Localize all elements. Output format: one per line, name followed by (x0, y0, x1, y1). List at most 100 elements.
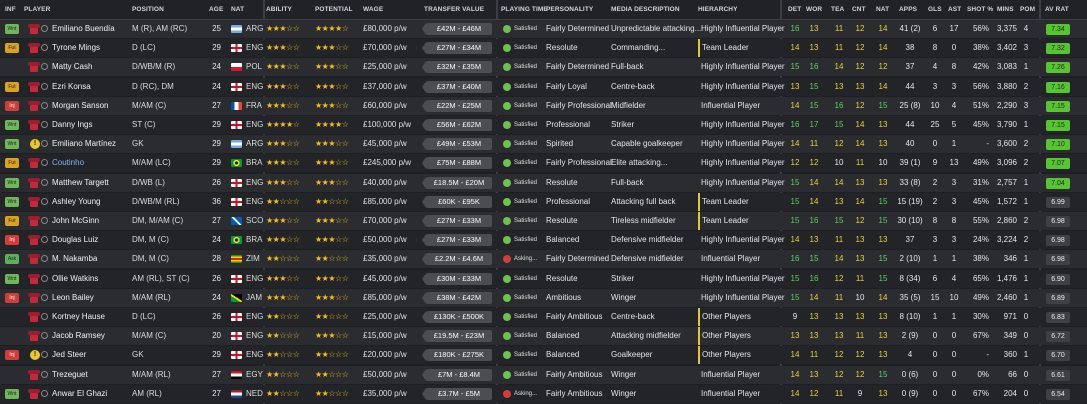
transfer-value-tag[interactable]: £27M - £34M (422, 42, 492, 55)
col-nat[interactable]: NAT (231, 6, 245, 13)
table-row[interactable]: Matty Cash D/WB/M (R) 24 POL ★★★☆☆ ★★★☆☆ £25,0… (0, 58, 1087, 77)
info-badge[interactable]: Wnt (5, 196, 19, 207)
transfer-value-tag[interactable]: £27M - £33M (422, 215, 492, 227)
table-row[interactable]: Fut Coutinho M/AM (LC) 29 BRA ★★★☆☆ ★★★☆☆ £245,… (0, 154, 1087, 173)
table-row[interactable]: Fut John McGinn DM, M/AM (C) 27 SCO ★★★☆☆ ★★★☆… (0, 212, 1087, 230)
player-name[interactable]: Danny Ings (52, 120, 93, 129)
warning-icon[interactable]: ! (30, 139, 40, 150)
col-ast[interactable]: AST (948, 6, 962, 13)
table-row[interactable]: Wnt Ashley Young D/WB/M (RL) 36 ENG ★★☆☆☆ ★★☆☆… (0, 192, 1087, 211)
transfer-value-tag[interactable]: £42M - £46M (422, 23, 492, 35)
compare-icon[interactable] (41, 121, 48, 128)
compare-icon[interactable] (41, 178, 48, 186)
col-position[interactable]: POSITION (132, 6, 164, 13)
col-det[interactable]: DET (788, 6, 802, 13)
transfer-value-tag[interactable]: £7M - £8.4M (422, 368, 492, 381)
col-apps[interactable]: APPS (899, 6, 918, 13)
col-age[interactable]: AGE (209, 6, 224, 13)
player-name[interactable]: Jacob Ramsey (52, 331, 105, 341)
compare-icon[interactable] (41, 101, 48, 109)
col-mins[interactable]: MINS (997, 6, 1014, 13)
table-row[interactable]: Jacob Ramsey M/AM (C) 20 ENG ★★☆☆☆ ★★★☆☆ £15,0… (0, 327, 1087, 346)
col-gls[interactable]: GLS (928, 6, 942, 13)
col-potential[interactable]: POTENTIAL (315, 6, 353, 13)
compare-icon[interactable] (41, 255, 48, 263)
col-personality[interactable]: PERSONALITY (546, 6, 594, 13)
table-row[interactable]: Wnt Emiliano Buendía M (R), AM (RC) 25 ARG ★★… (0, 20, 1087, 38)
col-pom[interactable]: POM (1020, 6, 1036, 13)
col-wor[interactable]: WOR (806, 6, 823, 13)
col-inf[interactable]: INF (5, 6, 16, 13)
table-row[interactable]: Inj Douglas Luiz DM, M (C) 24 BRA ★★★☆☆ ★★★☆☆ £… (0, 231, 1087, 250)
info-badge[interactable]: Fut (5, 43, 19, 54)
info-badge[interactable]: Ask (5, 254, 19, 265)
table-row[interactable]: Trezeguet M/AM (RL) 27 EGY ★★☆☆☆ ★★☆☆☆ £50,000… (0, 365, 1087, 384)
player-name[interactable]: Jed Steer (52, 350, 87, 360)
transfer-value-tag[interactable]: £130K - £500K (422, 311, 492, 323)
col-wage[interactable]: WAGE (363, 6, 384, 13)
col-transfer-value[interactable]: TRANSFER VALUE (424, 6, 485, 13)
player-name[interactable]: Leon Bailey (52, 292, 94, 302)
info-badge[interactable]: Wnt (5, 120, 19, 130)
transfer-value-tag[interactable]: £60K - £95K (422, 195, 492, 208)
col-nat-attr[interactable]: NAT (876, 6, 890, 13)
col-media-description[interactable]: MEDIA DESCRIPTION (611, 6, 680, 13)
transfer-value-tag[interactable]: £19.5M - £23M (422, 330, 492, 343)
player-name[interactable]: Ezri Konsa (52, 81, 91, 91)
table-row[interactable]: Inj Morgan Sanson M/AM (C) 27 FRA ★★★☆☆ ★★★☆☆ £… (0, 96, 1087, 115)
table-row[interactable]: Inj! Jed Steer GK 29 ENG ★★☆☆☆ ★★☆☆☆ £20,000 p/… (0, 346, 1087, 365)
compare-icon[interactable] (41, 236, 48, 244)
compare-icon[interactable] (41, 313, 48, 320)
info-badge[interactable]: Wnt (5, 273, 19, 284)
col-player[interactable]: PLAYER (24, 6, 51, 13)
compare-icon[interactable] (41, 44, 48, 52)
transfer-value-tag[interactable]: £37M - £40M (422, 80, 492, 93)
table-row[interactable]: Wnt Matthew Targett D/WB (L) 26 ENG ★★★☆☆ ★★★☆… (0, 173, 1087, 192)
player-name[interactable]: Kortney Hause (52, 312, 105, 321)
transfer-value-tag[interactable]: £32M - £35M (422, 61, 492, 74)
player-name[interactable]: Ashley Young (52, 196, 101, 206)
table-row[interactable]: Fut Tyrone Mings D (LC) 29 ENG ★★★☆☆ ★★★☆☆ £70,… (0, 39, 1087, 58)
transfer-value-tag[interactable]: £2.2M - £4.6M (422, 253, 492, 266)
table-row[interactable]: Wnt Ollie Watkins AM (RL), ST (C) 26 ENG ★★★☆… (0, 269, 1087, 288)
info-badge[interactable]: Wnt (5, 177, 19, 188)
player-name[interactable]: Matthew Targett (52, 177, 109, 187)
info-badge[interactable]: Fut (5, 216, 19, 226)
col-ability[interactable]: ABILITY (266, 6, 292, 13)
info-badge[interactable]: Inj (5, 235, 19, 246)
col-hierarchy[interactable]: HIERARCHY (698, 6, 738, 13)
info-badge[interactable]: Inj (5, 292, 19, 303)
table-row[interactable]: Inj Leon Bailey M/AM (RL) 24 JAM ★★★☆☆ ★★★☆☆ £8… (0, 288, 1087, 307)
info-badge[interactable]: Wnt (5, 388, 19, 399)
col-cnt[interactable]: CNT (852, 6, 866, 13)
transfer-value-tag[interactable]: £75M - £88M (422, 157, 492, 170)
transfer-value-tag[interactable]: £38M - £42M (422, 291, 492, 304)
compare-icon[interactable] (41, 63, 48, 71)
transfer-value-tag[interactable]: £27M - £33M (422, 234, 492, 247)
transfer-value-tag[interactable]: £3.7M - £5M (422, 387, 492, 400)
info-badge[interactable]: Inj (5, 100, 19, 111)
col-tea[interactable]: TEA (831, 6, 845, 13)
col-av-rat[interactable]: AV RAT (1045, 6, 1069, 13)
table-row[interactable]: Fut Ezri Konsa D (RC), DM 24 ENG ★★★☆☆ ★★★☆☆ £3… (0, 77, 1087, 96)
col-shot[interactable]: SHOT % (967, 6, 994, 13)
compare-icon[interactable] (41, 159, 48, 167)
compare-icon[interactable] (41, 25, 48, 32)
player-name[interactable]: Trezeguet (52, 369, 88, 379)
compare-icon[interactable] (41, 293, 48, 301)
compare-icon[interactable] (41, 332, 48, 340)
compare-icon[interactable] (41, 140, 48, 148)
table-row[interactable]: Wnt! Emiliano Martínez GK 29 ARG ★★★☆☆ ★★★☆☆ £4… (0, 135, 1087, 154)
player-name[interactable]: Coutinho (52, 158, 85, 168)
table-row[interactable]: Kortney Hause D (LC) 26 ENG ★★☆☆☆ ★★☆☆☆ £25,00… (0, 308, 1087, 326)
transfer-value-tag[interactable]: £56M - £62M (422, 119, 492, 131)
player-name[interactable]: Anwar El Ghazi (52, 388, 108, 398)
player-name[interactable]: Emiliano Buendía (52, 24, 115, 33)
col-playing-time[interactable]: PLAYING TIME (501, 6, 548, 13)
info-badge[interactable]: Fut (5, 158, 19, 169)
player-name[interactable]: Emiliano Martínez (52, 139, 117, 149)
info-badge[interactable]: Fut (5, 81, 19, 92)
compare-icon[interactable] (41, 370, 48, 378)
transfer-value-tag[interactable]: £49M - £53M (422, 138, 492, 151)
warning-icon[interactable]: ! (30, 350, 40, 361)
